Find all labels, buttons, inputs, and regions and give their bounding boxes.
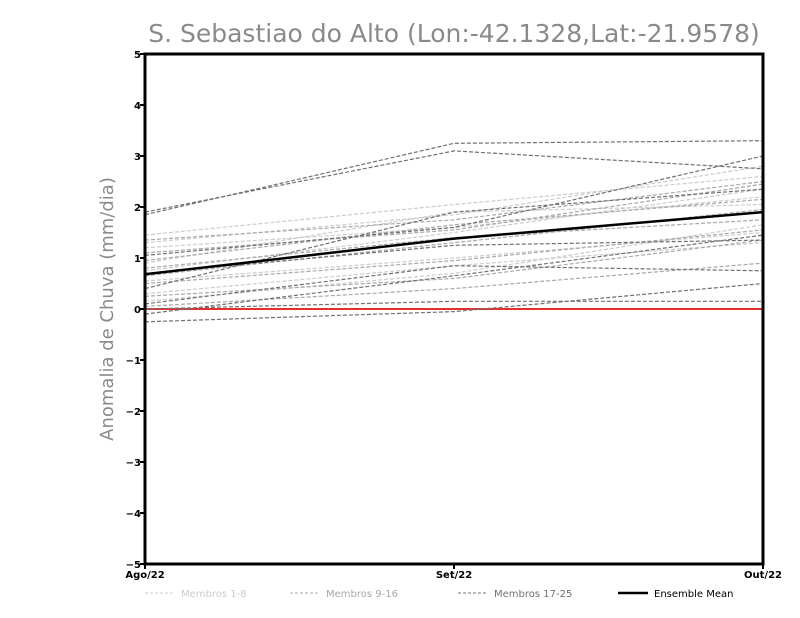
legend-label: Membros 17-25	[494, 589, 572, 600]
series-line-m25	[144, 234, 764, 315]
y-tick-label: −3	[126, 458, 141, 469]
series-line-m20	[144, 239, 764, 274]
chart-title: S. Sebastiao do Alto (Lon:-42.1328,Lat:-…	[148, 19, 760, 48]
series-line-m13	[144, 239, 764, 297]
y-tick-label: −5	[126, 560, 141, 571]
series-line-m2	[144, 165, 764, 244]
series-line-m12	[144, 229, 764, 285]
series-line-m19	[144, 155, 764, 256]
series-line-m1	[144, 175, 764, 236]
series-layer	[144, 140, 764, 323]
series-line-m10	[144, 198, 764, 262]
series-line-m21	[144, 188, 764, 290]
series-line-m15	[144, 180, 764, 241]
legend-label: Membros 9-16	[326, 589, 398, 600]
y-tick-label: 2	[134, 203, 141, 214]
series-line-m17	[144, 140, 764, 216]
series-line-m14	[144, 262, 764, 307]
y-axis-label: Anomalia de Chuva (mm/dia)	[97, 177, 118, 441]
series-line-m22	[144, 265, 764, 305]
y-tick-label: 0	[134, 305, 141, 316]
legend-label: Ensemble Mean	[654, 589, 733, 600]
x-tick-label: Set/22	[436, 570, 472, 581]
series-line-m6	[144, 242, 764, 295]
series-line-ensemble-mean	[144, 210, 764, 276]
y-tick-label: 1	[134, 254, 141, 265]
series-line-m18	[144, 150, 764, 213]
y-tick-label: −2	[126, 407, 141, 418]
series-line-m24	[144, 282, 764, 323]
y-tick-label: 5	[134, 50, 141, 61]
y-tick-label: −1	[126, 356, 141, 367]
series-line-m7	[144, 224, 764, 302]
series-line-m9	[144, 183, 764, 254]
series-line-m23	[144, 300, 763, 310]
legend-label: Membros 1-8	[181, 589, 247, 600]
x-tick-label: Out/22	[744, 570, 782, 581]
series-line-m16	[144, 219, 764, 269]
series-line-m3	[144, 196, 764, 249]
y-tick-label: −4	[126, 509, 141, 520]
x-tick-label: Ago/22	[125, 570, 164, 581]
legend: Membros 1-8 Membros 9-16 Membros 17-25 Ense…	[145, 589, 733, 600]
y-tick-label: 3	[134, 152, 141, 163]
y-tick-label: 4	[134, 101, 141, 112]
